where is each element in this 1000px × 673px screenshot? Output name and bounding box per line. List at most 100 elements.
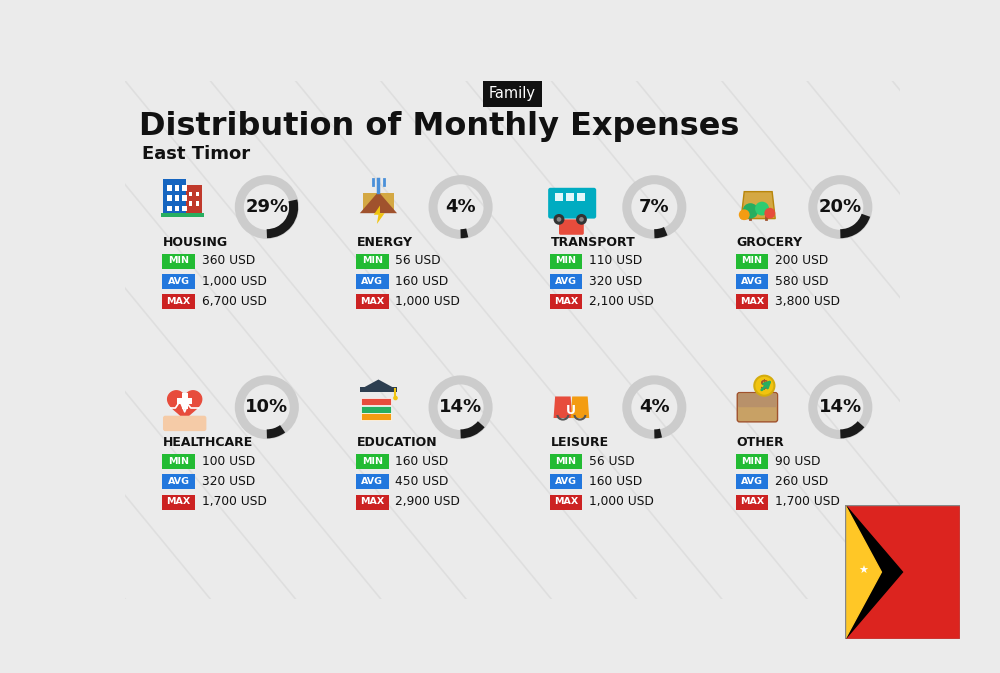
Polygon shape xyxy=(554,396,572,418)
Circle shape xyxy=(754,376,774,396)
Text: MIN: MIN xyxy=(362,256,383,265)
FancyBboxPatch shape xyxy=(736,454,768,469)
Polygon shape xyxy=(374,205,385,224)
Polygon shape xyxy=(571,396,589,418)
Text: 450 USD: 450 USD xyxy=(395,475,449,488)
Text: MAX: MAX xyxy=(740,297,764,306)
Text: Family: Family xyxy=(489,86,536,102)
FancyBboxPatch shape xyxy=(356,274,388,289)
Text: 360 USD: 360 USD xyxy=(202,254,255,267)
Text: 320 USD: 320 USD xyxy=(202,475,255,488)
Bar xyxy=(189,201,192,205)
Text: 160 USD: 160 USD xyxy=(589,475,642,488)
Bar xyxy=(167,205,172,211)
FancyBboxPatch shape xyxy=(550,495,582,509)
Text: East Timor: East Timor xyxy=(142,145,250,163)
Text: MAX: MAX xyxy=(166,297,191,306)
FancyBboxPatch shape xyxy=(736,495,768,509)
Polygon shape xyxy=(168,391,202,421)
Text: EDUCATION: EDUCATION xyxy=(357,436,437,449)
Text: 20%: 20% xyxy=(819,198,862,216)
FancyBboxPatch shape xyxy=(162,254,195,269)
FancyBboxPatch shape xyxy=(361,398,391,405)
FancyBboxPatch shape xyxy=(736,254,768,269)
Text: AVG: AVG xyxy=(167,477,189,486)
Bar xyxy=(167,186,172,191)
FancyBboxPatch shape xyxy=(163,179,186,213)
Bar xyxy=(175,186,179,191)
Text: 2,100 USD: 2,100 USD xyxy=(589,295,654,308)
Circle shape xyxy=(739,209,750,220)
Text: LEISURE: LEISURE xyxy=(550,436,609,449)
Text: AVG: AVG xyxy=(555,477,577,486)
Text: 56 USD: 56 USD xyxy=(589,455,635,468)
Text: AVG: AVG xyxy=(167,277,189,286)
FancyBboxPatch shape xyxy=(356,495,388,509)
FancyBboxPatch shape xyxy=(737,392,778,422)
Polygon shape xyxy=(845,505,902,639)
Text: ENERGY: ENERGY xyxy=(357,236,413,249)
Text: U: U xyxy=(566,404,576,417)
Text: 1,700 USD: 1,700 USD xyxy=(775,495,840,508)
Text: MIN: MIN xyxy=(168,256,189,265)
FancyBboxPatch shape xyxy=(356,474,388,489)
Text: MIN: MIN xyxy=(168,457,189,466)
Circle shape xyxy=(743,203,758,219)
FancyBboxPatch shape xyxy=(162,495,195,509)
FancyBboxPatch shape xyxy=(186,186,202,213)
Text: MAX: MAX xyxy=(360,297,384,306)
FancyBboxPatch shape xyxy=(356,294,388,310)
FancyBboxPatch shape xyxy=(738,394,777,407)
Text: TRANSPORT: TRANSPORT xyxy=(550,236,635,249)
Bar xyxy=(177,398,192,404)
Polygon shape xyxy=(741,192,775,219)
Text: 14%: 14% xyxy=(819,398,862,416)
Circle shape xyxy=(579,217,584,221)
Text: MAX: MAX xyxy=(554,297,578,306)
Polygon shape xyxy=(845,505,881,639)
Bar xyxy=(360,387,397,392)
FancyBboxPatch shape xyxy=(550,274,582,289)
FancyBboxPatch shape xyxy=(550,454,582,469)
FancyBboxPatch shape xyxy=(356,454,388,469)
Bar xyxy=(175,195,179,201)
Circle shape xyxy=(554,214,564,225)
Bar xyxy=(566,193,574,201)
FancyBboxPatch shape xyxy=(162,474,195,489)
Text: 14%: 14% xyxy=(439,398,482,416)
Circle shape xyxy=(576,214,587,225)
Text: 160 USD: 160 USD xyxy=(395,275,449,288)
Text: 7%: 7% xyxy=(639,198,670,216)
Text: 100 USD: 100 USD xyxy=(202,455,255,468)
Circle shape xyxy=(764,208,775,219)
Text: MIN: MIN xyxy=(362,457,383,466)
Text: 3,800 USD: 3,800 USD xyxy=(775,295,840,308)
Text: 4%: 4% xyxy=(639,398,670,416)
Circle shape xyxy=(755,202,769,215)
Text: 110 USD: 110 USD xyxy=(589,254,642,267)
Text: MIN: MIN xyxy=(555,256,576,265)
Text: $: $ xyxy=(760,379,769,392)
FancyBboxPatch shape xyxy=(736,274,768,289)
Text: 320 USD: 320 USD xyxy=(589,275,642,288)
Text: 1,700 USD: 1,700 USD xyxy=(202,495,267,508)
Text: HOUSING: HOUSING xyxy=(163,236,228,249)
Bar xyxy=(167,195,172,201)
Text: 1,000 USD: 1,000 USD xyxy=(395,295,460,308)
Circle shape xyxy=(557,217,561,221)
Text: HEALTHCARE: HEALTHCARE xyxy=(163,436,253,449)
FancyBboxPatch shape xyxy=(162,294,195,310)
Text: 1,000 USD: 1,000 USD xyxy=(202,275,267,288)
Bar xyxy=(555,193,563,201)
FancyBboxPatch shape xyxy=(736,294,768,310)
FancyBboxPatch shape xyxy=(550,474,582,489)
Text: 580 USD: 580 USD xyxy=(775,275,829,288)
Bar xyxy=(196,192,199,197)
Text: ★: ★ xyxy=(858,566,868,575)
Text: MIN: MIN xyxy=(555,457,576,466)
FancyBboxPatch shape xyxy=(559,219,584,235)
Text: AVG: AVG xyxy=(361,477,383,486)
Bar xyxy=(182,394,188,409)
Text: MAX: MAX xyxy=(554,497,578,507)
Text: 4%: 4% xyxy=(445,198,476,216)
